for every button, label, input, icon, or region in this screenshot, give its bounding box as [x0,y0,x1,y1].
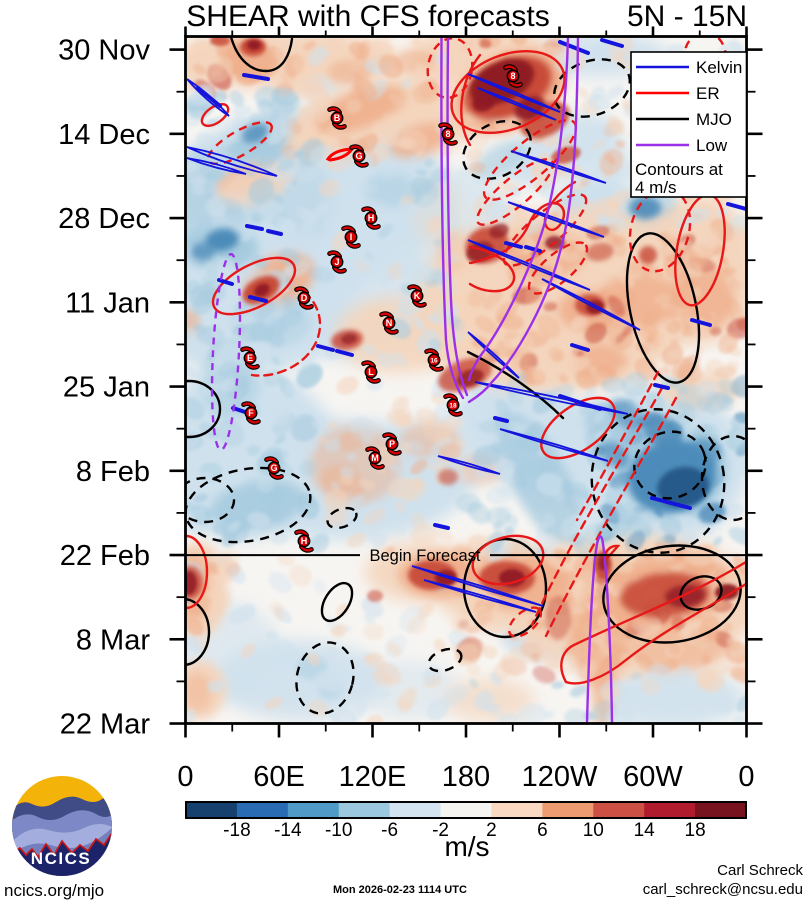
svg-text:60E: 60E [253,761,305,793]
svg-text:16: 16 [430,357,438,364]
svg-text:-6: -6 [381,820,398,841]
svg-text:I: I [350,232,353,242]
svg-text:H: H [301,536,308,546]
svg-text:-18: -18 [223,820,250,841]
svg-text:14 Dec: 14 Dec [58,119,150,151]
svg-text:-14: -14 [274,820,302,841]
svg-text:8: 8 [445,129,450,139]
svg-text:60W: 60W [623,761,683,793]
svg-text:120E: 120E [339,761,407,793]
svg-text:0: 0 [177,761,193,793]
svg-text:5N - 15N: 5N - 15N [627,0,747,33]
svg-text:180: 180 [442,761,490,793]
svg-text:8 Mar: 8 Mar [76,624,150,656]
svg-text:G: G [355,151,362,161]
svg-text:25 Jan: 25 Jan [63,372,150,404]
svg-text:2: 2 [486,820,497,841]
svg-text:14: 14 [634,820,656,841]
svg-text:K: K [414,291,421,301]
svg-text:Mon 2026-02-23 1114 UTC: Mon 2026-02-23 1114 UTC [333,884,467,896]
svg-text:P: P [389,439,395,449]
svg-text:-10: -10 [325,820,352,841]
svg-text:Kelvin: Kelvin [696,58,742,77]
svg-text:N: N [386,318,393,328]
svg-text:8: 8 [510,71,515,81]
svg-text:Begin Forecast: Begin Forecast [370,547,481,565]
svg-text:Contours at: Contours at [635,160,723,179]
svg-text:E: E [247,353,253,363]
svg-text:30 Nov: 30 Nov [58,35,150,67]
svg-text:J: J [334,257,339,267]
svg-text:Low: Low [696,136,728,155]
svg-text:0: 0 [738,761,754,793]
svg-text:4 m/s: 4 m/s [635,178,677,197]
svg-text:-2: -2 [432,820,449,841]
svg-text:28 Dec: 28 Dec [58,203,150,235]
svg-text:NCICS: NCICS [31,849,91,868]
svg-text:ncics.org/mjo: ncics.org/mjo [4,881,104,900]
svg-text:M: M [371,453,379,463]
svg-text:10: 10 [583,820,604,841]
svg-text:L: L [368,367,374,377]
svg-text:22 Feb: 22 Feb [60,540,150,572]
svg-text:8 Feb: 8 Feb [76,456,150,488]
svg-text:22 Mar: 22 Mar [60,709,151,741]
svg-text:carl_schreck@ncsu.edu: carl_schreck@ncsu.edu [643,881,803,898]
svg-text:m/s: m/s [444,831,489,862]
svg-text:120W: 120W [522,761,598,793]
svg-text:B: B [334,113,341,123]
svg-text:11 Jan: 11 Jan [65,287,150,319]
svg-text:F: F [248,408,254,418]
svg-text:G: G [270,463,277,473]
svg-text:D: D [301,293,308,303]
svg-text:H: H [368,213,375,223]
svg-text:ER: ER [696,84,720,103]
svg-text:MJO: MJO [696,110,732,129]
svg-text:Carl Schreck: Carl Schreck [717,862,803,879]
svg-text:SHEAR with CFS forecasts: SHEAR with CFS forecasts [186,0,549,33]
svg-text:18: 18 [449,402,457,409]
svg-text:6: 6 [537,820,548,841]
svg-text:18: 18 [685,820,706,841]
